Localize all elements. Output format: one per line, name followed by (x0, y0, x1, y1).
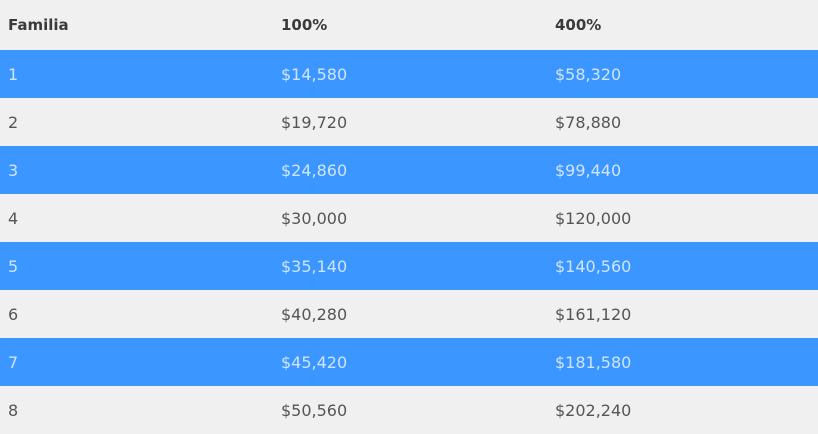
table-row: 7 $45,420 $181,580 (0, 338, 818, 386)
familia-cell: 3 (8, 160, 19, 180)
familia-cell: 8 (8, 400, 19, 420)
table-row: 2 $19,720 $78,880 (0, 98, 818, 146)
table-row: 6 $40,280 $161,120 (0, 290, 818, 338)
pct100-cell: $14,580 (281, 64, 348, 84)
header-100-percent: 100% (281, 16, 328, 34)
pct400-cell: $78,880 (555, 112, 622, 132)
pct100-cell: $40,280 (281, 304, 348, 324)
pct400-cell: $161,120 (555, 304, 632, 324)
table-header-row: Familia 100% 400% (0, 0, 818, 50)
pct400-cell: $140,560 (555, 256, 632, 276)
pct100-cell: $45,420 (281, 352, 348, 372)
table-row: 8 $50,560 $202,240 (0, 386, 818, 434)
familia-cell: 2 (8, 112, 19, 132)
pct400-cell: $58,320 (555, 64, 622, 84)
familia-cell: 7 (8, 352, 19, 372)
familia-cell: 5 (8, 256, 19, 276)
table-row: 1 $14,580 $58,320 (0, 50, 818, 98)
pct400-cell: $120,000 (555, 208, 632, 228)
table-row: 4 $30,000 $120,000 (0, 194, 818, 242)
table-row: 5 $35,140 $140,560 (0, 242, 818, 290)
familia-cell: 1 (8, 64, 19, 84)
familia-cell: 6 (8, 304, 19, 324)
pct100-cell: $35,140 (281, 256, 348, 276)
pct400-cell: $99,440 (555, 160, 622, 180)
pct400-cell: $181,580 (555, 352, 632, 372)
pct100-cell: $19,720 (281, 112, 348, 132)
pct100-cell: $50,560 (281, 400, 348, 420)
pct400-cell: $202,240 (555, 400, 632, 420)
table-row: 3 $24,860 $99,440 (0, 146, 818, 194)
header-familia: Familia (8, 16, 69, 34)
header-400-percent: 400% (555, 16, 602, 34)
familia-cell: 4 (8, 208, 19, 228)
pct100-cell: $30,000 (281, 208, 348, 228)
pct100-cell: $24,860 (281, 160, 348, 180)
